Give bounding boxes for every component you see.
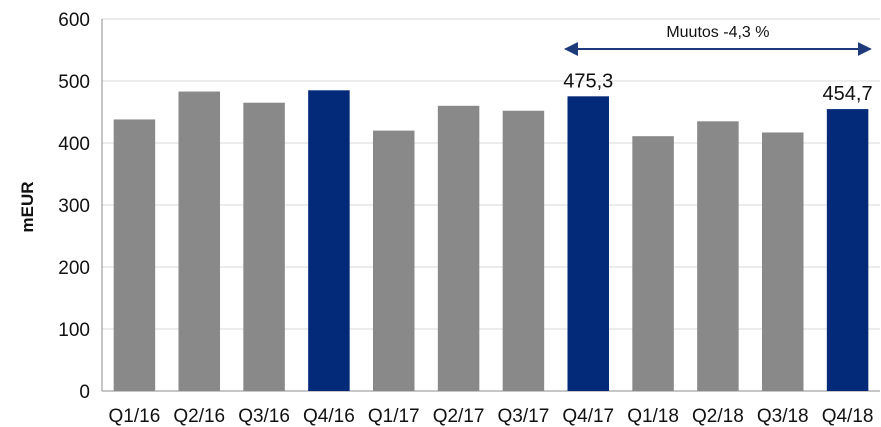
y-tick-label: 200 [58,258,90,279]
bar [502,110,545,391]
bar [308,90,350,392]
x-tick-label: Q3/17 [498,406,550,427]
x-tick-label: Q1/18 [627,406,679,427]
bar [243,102,285,391]
y-tick-label: 300 [58,196,90,217]
bar [762,132,804,391]
gridlines [102,18,880,330]
y-tick-label: 100 [58,320,90,341]
x-tick-label: Q3/16 [238,406,290,427]
x-tick-label: Q3/18 [757,406,809,427]
y-tick-label: 400 [58,134,90,155]
data-label: 475,3 [563,70,613,92]
y-axis-title: mEUR [18,181,37,232]
bar [632,136,674,391]
x-tick-label: Q2/16 [173,406,225,427]
x-tick-label: Q4/16 [303,406,355,427]
x-tick-label: Q2/18 [692,406,744,427]
x-tick-label: Q4/17 [562,406,614,427]
labels: 0 100 200 300 400 500 600 Q1/16 Q2/16 Q3/16 Q4/16 Q… [58,10,873,427]
bar [373,130,415,391]
x-tick-label: Q4/18 [822,406,874,427]
bar [567,96,609,392]
bar [178,91,220,391]
x-tick-label: Q1/17 [368,406,420,427]
change-annotation-text: Muutos -4,3 % [666,24,769,41]
y-tick-label: 0 [79,382,90,403]
bar [697,121,739,392]
data-label: 454,7 [823,83,873,105]
y-tick-label: 600 [58,10,90,31]
bars [113,90,869,392]
bar [113,119,156,391]
y-tick-label: 500 [58,72,90,93]
change-annotation: Muutos -4,3 % [564,24,872,56]
axes [101,19,880,392]
x-tick-label: Q2/17 [433,406,485,427]
x-tick-label: Q1/16 [109,406,161,427]
bar [437,105,480,392]
bar [826,109,869,391]
